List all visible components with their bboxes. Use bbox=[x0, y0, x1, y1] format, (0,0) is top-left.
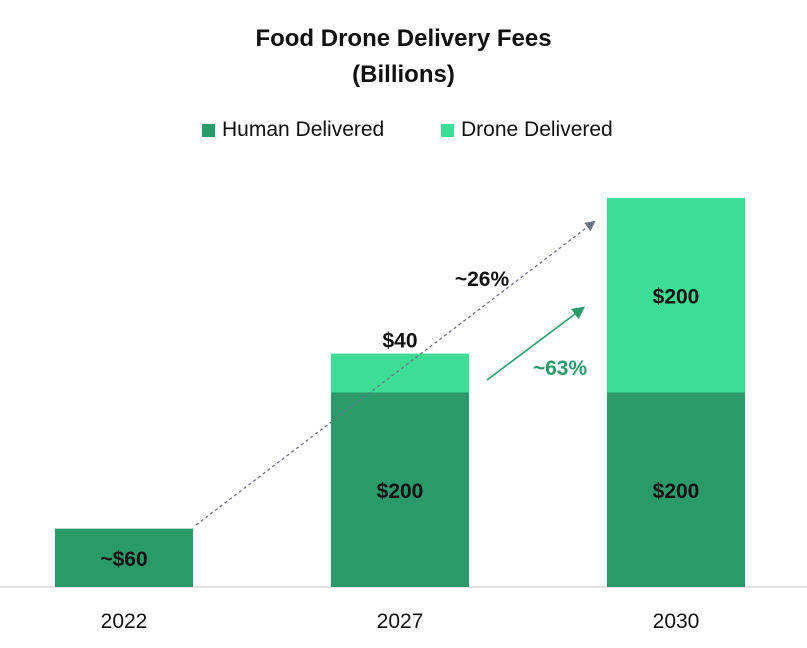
x-tick-label-2030: 2030 bbox=[653, 610, 700, 633]
x-tick-label-2027: 2027 bbox=[377, 610, 424, 633]
legend: Human Delivered Drone Delivered bbox=[0, 116, 807, 144]
legend-label-human: Human Delivered bbox=[222, 118, 385, 141]
x-tick-label-2022: 2022 bbox=[101, 610, 148, 633]
legend-label-drone: Drone Delivered bbox=[461, 118, 613, 141]
annotation-arrow-1 bbox=[195, 220, 596, 526]
chart-title: Food Drone Delivery Fees bbox=[255, 25, 552, 52]
annotation-label-2: ~63% bbox=[533, 357, 588, 380]
bar-drone-delivered-2030 bbox=[607, 198, 745, 393]
data-label-human-delivered-2027: $200 bbox=[377, 480, 424, 503]
annotation-label-1: ~26% bbox=[455, 268, 510, 291]
bar-human-delivered-2030 bbox=[607, 392, 745, 587]
data-label-human-delivered-2022: ~$60 bbox=[100, 548, 147, 571]
bar-human-delivered-2027 bbox=[331, 392, 469, 587]
legend-swatch-human bbox=[202, 123, 215, 137]
data-label-drone-delivered-2027: $40 bbox=[382, 330, 417, 353]
bar-human-delivered-2022 bbox=[55, 528, 193, 587]
legend-item-drone: Drone Delivered bbox=[441, 116, 613, 144]
legend-item-human: Human Delivered bbox=[202, 116, 384, 144]
data-label-human-delivered-2030: $200 bbox=[653, 480, 700, 503]
annotation-arrow-2 bbox=[486, 306, 586, 381]
bar-drone-delivered-2027 bbox=[331, 353, 469, 393]
chart-subtitle: (Billions) bbox=[352, 61, 455, 88]
legend-swatch-drone bbox=[441, 123, 454, 137]
data-label-drone-delivered-2030: $200 bbox=[653, 285, 700, 308]
